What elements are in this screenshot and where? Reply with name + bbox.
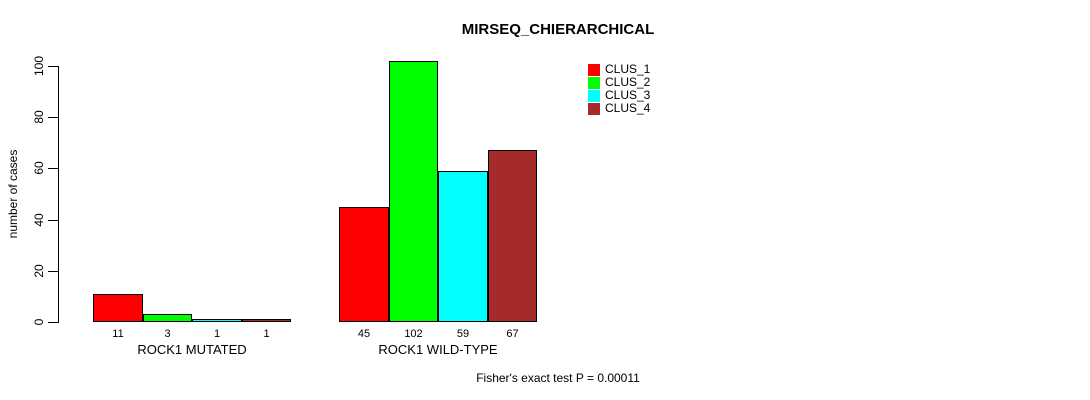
x-category-label: ROCK1 MUTATED <box>137 342 247 357</box>
x-category-label: ROCK1 WILD-TYPE <box>378 342 498 357</box>
legend-label: CLUS_2 <box>605 75 651 89</box>
y-axis-tick-label: 60 <box>32 161 46 175</box>
bar-clus_4 <box>488 150 537 322</box>
bar-clus_1 <box>339 207 389 322</box>
bar-clus_2 <box>389 61 438 322</box>
bar-value-label: 102 <box>404 328 423 340</box>
y-axis-line <box>58 66 59 323</box>
y-axis-tick <box>48 322 58 323</box>
y-axis-tick-label: 100 <box>32 55 46 77</box>
legend-item: CLUS_3 <box>588 89 650 102</box>
bar-clus_2 <box>143 314 192 322</box>
bar-value-label: 11 <box>112 328 124 340</box>
y-axis-tick <box>48 220 58 221</box>
bar-value-label: 3 <box>164 328 171 340</box>
y-axis-tick <box>48 117 58 118</box>
chart-title: MIRSEQ_CHIERARCHICAL <box>461 21 655 38</box>
bar-value-label: 1 <box>263 328 270 340</box>
legend-item: CLUS_2 <box>588 76 650 89</box>
legend-item: CLUS_4 <box>588 102 650 115</box>
y-axis-tick-label: 0 <box>32 318 46 326</box>
legend-label: CLUS_4 <box>605 101 651 115</box>
fisher-test-annotation: Fisher's exact test P = 0.00011 <box>476 371 640 385</box>
bar-value-label: 1 <box>213 328 221 340</box>
y-axis-tick <box>48 168 58 169</box>
y-axis-tick-label: 40 <box>32 213 46 227</box>
bar-clus_4 <box>242 319 291 322</box>
bar-clus_3 <box>192 319 242 322</box>
legend-item: CLUS_1 <box>588 63 650 76</box>
y-axis-tick-label: 80 <box>32 110 46 124</box>
bar-clus_1 <box>93 294 143 322</box>
y-axis-tick <box>48 271 58 272</box>
legend-swatch <box>588 63 600 76</box>
legend: CLUS_1 CLUS_2 CLUS_3 CLUS_4 <box>588 63 650 115</box>
y-axis-tick <box>48 66 58 67</box>
legend-label: CLUS_3 <box>605 88 651 102</box>
legend-label: CLUS_1 <box>605 62 651 76</box>
legend-swatch <box>588 76 600 89</box>
bar-clus_3 <box>438 171 488 322</box>
bar-value-label: 59 <box>456 328 470 340</box>
legend-swatch <box>588 89 600 102</box>
y-axis-tick-label: 20 <box>32 264 46 278</box>
bar-value-label: 67 <box>506 328 519 340</box>
legend-swatch <box>588 102 600 115</box>
bar-value-label: 45 <box>357 328 371 340</box>
